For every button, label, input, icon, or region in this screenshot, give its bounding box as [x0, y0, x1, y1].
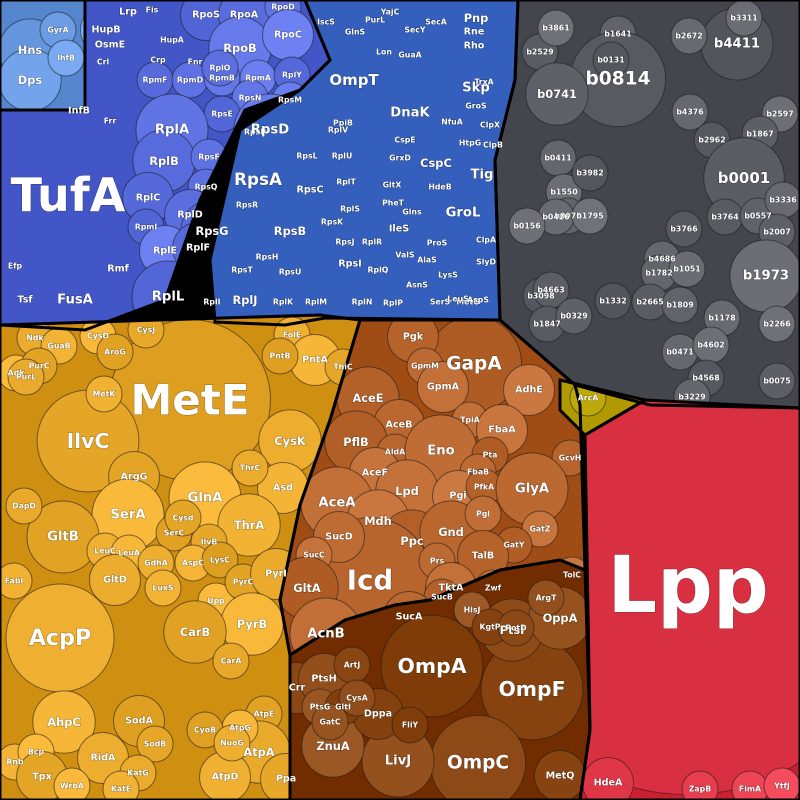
- cell-b0131: [592, 41, 630, 79]
- cell-b3766: [665, 210, 703, 248]
- cell-b1973: [729, 239, 800, 313]
- cell-thrc: [231, 449, 269, 487]
- cell-potd: [497, 609, 535, 647]
- cell-b1795: [571, 197, 609, 235]
- cell-dapd: [5, 487, 43, 525]
- group-red-border: [578, 398, 800, 800]
- cell-ytfj: [763, 767, 800, 800]
- cell-b0741: [525, 62, 589, 126]
- label-rplf: RplF: [186, 243, 210, 254]
- cell-carb: [163, 600, 227, 664]
- cell-nuog: [213, 724, 251, 762]
- cell-b3861: [537, 9, 575, 47]
- cell-cysk: [258, 409, 322, 473]
- cell-pgl: [464, 495, 502, 533]
- cell-b1809: [661, 286, 699, 324]
- cell-purl: [7, 358, 45, 396]
- cell-b0156: [508, 207, 546, 245]
- group-yellow-cells: [0, 315, 360, 800]
- cell-rpoc: [262, 9, 314, 61]
- cell-zapb: [681, 770, 719, 800]
- group-brown-membrane-cells: [290, 579, 590, 800]
- cell-dps: [0, 48, 62, 110]
- cell-cara: [212, 642, 250, 680]
- cell-b1051: [668, 250, 706, 288]
- cell-b0329: [555, 297, 593, 335]
- cell-b0411: [539, 139, 577, 177]
- cell-metq: [534, 750, 586, 800]
- cell-b2672: [670, 17, 708, 55]
- cell-b2266: [758, 305, 796, 343]
- cell-gatc: [311, 703, 349, 741]
- cell-kate: [102, 770, 140, 800]
- cell-argt: [527, 579, 565, 617]
- cell-pntb: [261, 337, 299, 375]
- group-gray-cells: [508, 0, 800, 408]
- cell-gpma: [417, 361, 469, 413]
- cell-b1332: [594, 282, 632, 320]
- cell-thra: [217, 493, 281, 557]
- cell-arog: [96, 333, 134, 371]
- cell-cysj: [127, 315, 165, 349]
- cell-b3336: [764, 181, 800, 219]
- cell-b4376: [671, 93, 709, 131]
- cell-ompa: [380, 614, 484, 718]
- cell-b3982: [571, 154, 609, 192]
- cell-b4602: [692, 326, 730, 364]
- cell-rplo: [201, 49, 239, 87]
- cell-b0471: [661, 333, 699, 371]
- cell-artj: [333, 646, 371, 684]
- cell-gltd: [89, 554, 141, 606]
- cell-b0075: [758, 362, 796, 400]
- cell-cysa: [338, 679, 376, 717]
- cell-ihfb: [47, 39, 85, 77]
- cell-sodb: [136, 725, 174, 763]
- cell-rpmf: [136, 61, 174, 99]
- cell-b3764: [706, 198, 744, 236]
- group-blue-translation-region: [210, 0, 518, 325]
- cell-acpp: [5, 583, 115, 693]
- cell-wrba: [53, 767, 91, 800]
- cell-fliy: [391, 706, 429, 744]
- cell-hupb: [80, 4, 85, 56]
- cell-metk: [85, 375, 123, 413]
- group-blue-light-cells: [0, 4, 85, 110]
- cell-cysd: [164, 499, 202, 537]
- group-brown-metabolism-cells: [280, 320, 585, 655]
- cell-lysc: [201, 541, 239, 579]
- cell-fabi: [0, 562, 33, 600]
- cell-adhe: [503, 364, 555, 416]
- cell-b3311: [725, 0, 763, 37]
- cell-ahpc: [32, 690, 96, 754]
- cell-luxs: [144, 569, 182, 607]
- group-brown-membrane-border: [288, 558, 592, 800]
